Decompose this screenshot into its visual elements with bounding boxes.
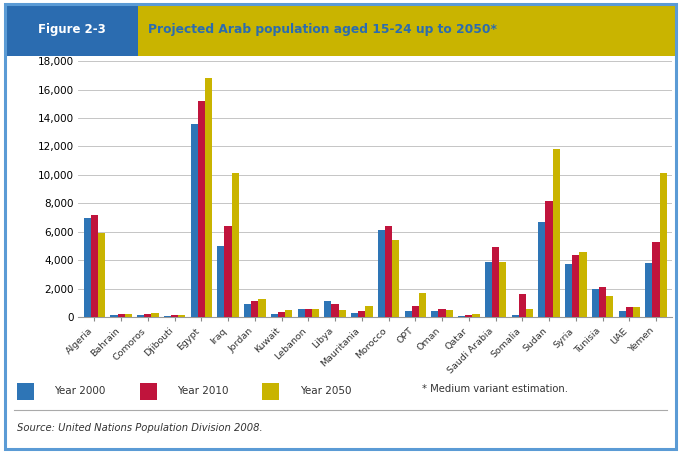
- Text: Figure 2-3: Figure 2-3: [38, 23, 106, 36]
- Bar: [580, 252, 587, 317]
- Bar: [358, 311, 366, 317]
- Bar: [125, 314, 132, 317]
- Bar: [538, 222, 545, 317]
- FancyBboxPatch shape: [262, 383, 279, 400]
- Bar: [332, 304, 338, 317]
- Bar: [473, 314, 479, 317]
- Bar: [259, 299, 266, 317]
- Bar: [511, 315, 519, 317]
- Bar: [278, 312, 285, 317]
- Bar: [519, 294, 526, 317]
- Bar: [526, 308, 533, 317]
- Bar: [251, 301, 259, 317]
- Text: Year 2000: Year 2000: [54, 386, 106, 396]
- Bar: [178, 315, 185, 317]
- Bar: [304, 308, 312, 317]
- Bar: [217, 246, 225, 317]
- Bar: [244, 304, 251, 317]
- Text: Year 2010: Year 2010: [177, 386, 229, 396]
- Bar: [660, 173, 667, 317]
- Bar: [205, 78, 212, 317]
- Bar: [98, 233, 105, 317]
- Bar: [118, 314, 125, 317]
- Bar: [91, 215, 98, 317]
- Bar: [197, 101, 205, 317]
- Bar: [492, 247, 499, 317]
- Bar: [485, 262, 492, 317]
- Bar: [285, 310, 292, 317]
- Bar: [385, 226, 392, 317]
- Bar: [592, 289, 599, 317]
- Bar: [565, 265, 572, 317]
- Bar: [225, 226, 232, 317]
- Bar: [84, 217, 91, 317]
- Bar: [151, 313, 159, 317]
- Bar: [646, 263, 652, 317]
- Text: Year 2050: Year 2050: [300, 386, 351, 396]
- Bar: [553, 149, 560, 317]
- Bar: [419, 293, 426, 317]
- Bar: [545, 201, 553, 317]
- Bar: [366, 306, 373, 317]
- Bar: [392, 240, 400, 317]
- Text: Thousands: Thousands: [13, 41, 69, 51]
- Bar: [439, 308, 446, 317]
- Bar: [338, 310, 346, 317]
- FancyBboxPatch shape: [5, 4, 138, 56]
- Bar: [378, 231, 385, 317]
- FancyBboxPatch shape: [5, 4, 676, 56]
- Bar: [633, 307, 640, 317]
- Bar: [271, 313, 278, 317]
- Bar: [446, 310, 453, 317]
- Bar: [144, 314, 151, 317]
- Bar: [191, 124, 197, 317]
- Bar: [110, 315, 118, 317]
- Bar: [298, 309, 304, 317]
- Text: Source: United Nations Population Division 2008.: Source: United Nations Population Divisi…: [17, 423, 263, 433]
- FancyBboxPatch shape: [140, 383, 157, 400]
- Bar: [163, 316, 171, 317]
- Bar: [499, 262, 507, 317]
- Bar: [412, 306, 419, 317]
- FancyBboxPatch shape: [17, 383, 34, 400]
- Bar: [458, 316, 465, 317]
- Bar: [351, 313, 358, 317]
- Text: Projected Arab population aged 15-24 up to 2050*: Projected Arab population aged 15-24 up …: [148, 23, 497, 36]
- Bar: [465, 315, 473, 317]
- Bar: [137, 315, 144, 317]
- Bar: [405, 311, 412, 317]
- Bar: [312, 308, 319, 317]
- Text: * Medium variant estimation.: * Medium variant estimation.: [422, 384, 568, 394]
- Bar: [431, 311, 439, 317]
- Bar: [599, 287, 606, 317]
- Bar: [324, 301, 332, 317]
- Bar: [606, 296, 614, 317]
- Bar: [232, 173, 239, 317]
- Bar: [618, 311, 626, 317]
- Bar: [652, 242, 660, 317]
- Bar: [171, 315, 178, 317]
- Bar: [626, 307, 633, 317]
- Bar: [572, 255, 580, 317]
